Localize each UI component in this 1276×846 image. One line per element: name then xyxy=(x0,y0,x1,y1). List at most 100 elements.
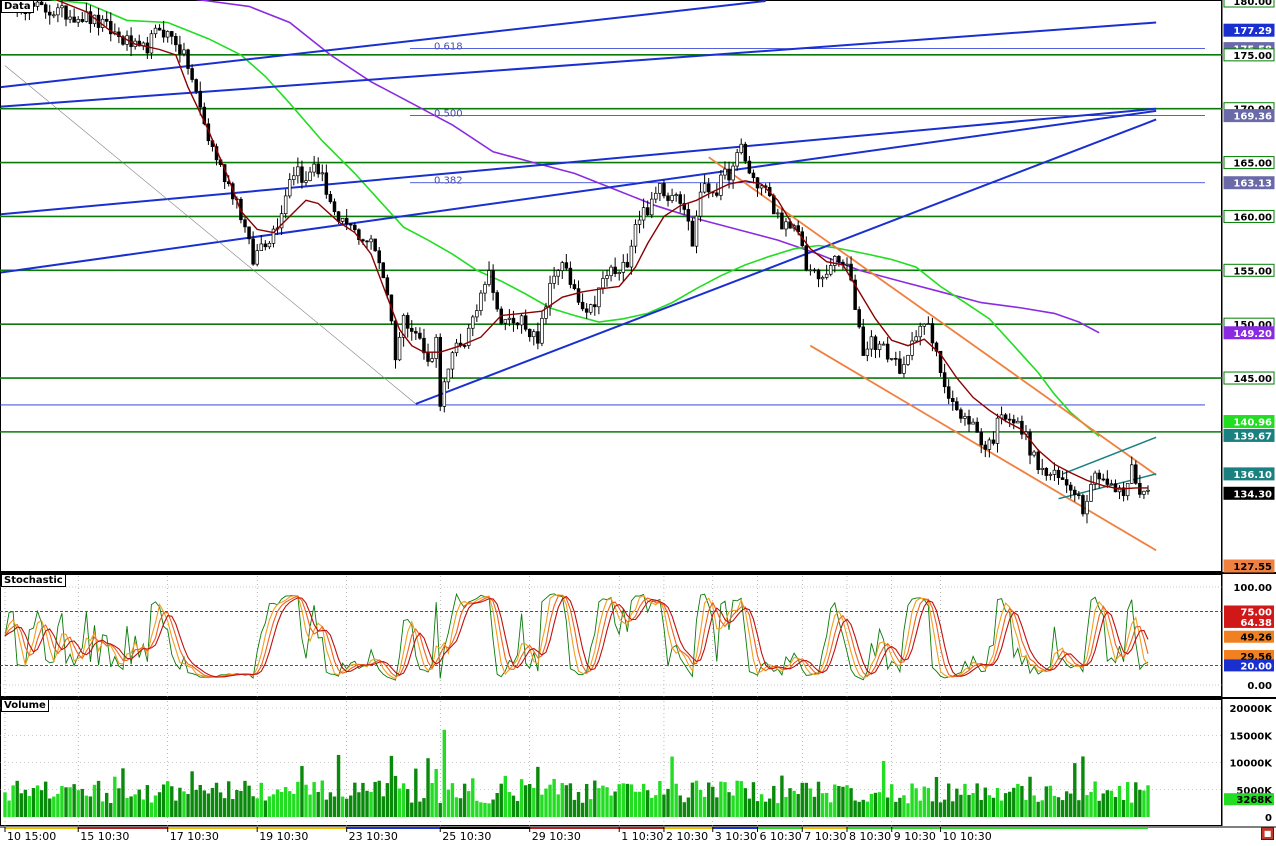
price-label: 134.30 xyxy=(1233,489,1272,500)
candle-body xyxy=(296,166,300,177)
volume-bar xyxy=(275,789,280,817)
candle-body xyxy=(654,192,658,200)
volume-bar xyxy=(772,785,776,817)
candle-body xyxy=(702,183,707,193)
candle-body xyxy=(580,301,585,310)
scroll-button[interactable]: ■ xyxy=(1261,827,1274,840)
volume-bar xyxy=(694,780,699,817)
volume-bar xyxy=(170,786,174,817)
candle-body xyxy=(466,327,471,346)
candle-body xyxy=(662,183,666,197)
volume-bar xyxy=(499,783,503,817)
candle-body xyxy=(1048,474,1053,476)
volume-bar xyxy=(576,791,581,817)
volume-bar xyxy=(1105,790,1110,817)
volume-bar xyxy=(711,786,715,817)
price-label: 160.00 xyxy=(1233,212,1272,223)
volume-bar xyxy=(983,787,987,817)
volume-bar xyxy=(454,797,459,817)
candle-body xyxy=(377,250,381,264)
price-label-box xyxy=(1223,209,1275,223)
candle-body xyxy=(43,4,48,13)
candle-body xyxy=(601,278,605,289)
candle-body xyxy=(340,218,345,222)
candle-body xyxy=(820,277,825,280)
volume-bar xyxy=(458,798,463,817)
volume-bar xyxy=(353,782,357,817)
session-stripe xyxy=(663,827,713,829)
volume-bar xyxy=(1073,763,1077,817)
session-stripe xyxy=(619,827,664,829)
volume-bar xyxy=(300,766,304,817)
volume-bar xyxy=(759,794,764,817)
candle-body xyxy=(507,317,512,320)
candle-body xyxy=(487,270,491,285)
volume-bar xyxy=(674,783,678,817)
sma-short-line xyxy=(54,0,1148,490)
volume-bar xyxy=(1060,800,1065,817)
volume-bar xyxy=(113,776,117,817)
trendline xyxy=(1062,436,1157,475)
volume-bar xyxy=(751,782,756,817)
volume-bar xyxy=(723,782,727,817)
volume-bar xyxy=(735,780,739,817)
volume-bar xyxy=(755,801,760,817)
volume-bar xyxy=(593,780,597,817)
session-stripe xyxy=(529,827,620,829)
stoch-plot xyxy=(4,592,1149,681)
volume-bar xyxy=(890,784,894,817)
price-label: 140.96 xyxy=(1233,418,1272,429)
volume-bar xyxy=(471,778,475,817)
candle-body xyxy=(560,262,565,271)
volume-bar xyxy=(930,801,935,817)
volume-bar xyxy=(1048,785,1053,817)
candle-body xyxy=(72,16,76,23)
candle-body xyxy=(641,207,646,221)
volume-bar xyxy=(1121,800,1126,817)
volume-bar xyxy=(946,783,951,817)
candle-body xyxy=(605,275,609,279)
volume-bar xyxy=(837,785,841,817)
candle-body xyxy=(511,317,516,324)
volume-bar xyxy=(829,802,833,817)
price-label-box xyxy=(1223,326,1275,340)
candle-body xyxy=(483,284,487,294)
fib-label: 0.618 xyxy=(434,42,463,53)
volume-bar xyxy=(1146,785,1150,817)
volume-bar xyxy=(328,792,333,817)
candle-body xyxy=(357,229,361,241)
volume-bar xyxy=(1117,785,1122,817)
candle-body xyxy=(308,171,312,181)
candle-body xyxy=(190,68,194,80)
volume-bar xyxy=(584,783,589,817)
candle-body xyxy=(637,219,642,225)
price-label: 180.00 xyxy=(1233,0,1272,8)
volume-bar xyxy=(414,768,418,817)
volume-bar xyxy=(365,790,369,817)
volume-bar xyxy=(3,792,7,817)
volume-bar xyxy=(560,783,564,817)
candle-body xyxy=(1040,467,1044,470)
candle-body xyxy=(751,172,756,179)
stoch-tick-label: 100.00 xyxy=(1233,583,1272,594)
candle-body xyxy=(300,166,304,183)
candle-body xyxy=(955,401,959,411)
volume-bar xyxy=(902,795,906,817)
volume-bar xyxy=(344,798,349,817)
candle-body xyxy=(869,336,874,350)
volume-tick-label: 20000K xyxy=(1229,704,1273,715)
x-tick-label: 10 15:00 xyxy=(7,830,56,842)
candle-body xyxy=(1138,482,1142,495)
volume-bar xyxy=(271,794,276,817)
volume-bar xyxy=(1032,795,1036,817)
volume-bar xyxy=(979,799,983,817)
volume-bar xyxy=(820,793,825,817)
volume-bar xyxy=(251,796,255,817)
candle-body xyxy=(1044,467,1049,476)
stoch-value-label: 75.00 xyxy=(1240,608,1272,619)
candle-body xyxy=(576,288,581,303)
candle-body xyxy=(88,11,93,25)
candle-body xyxy=(873,336,878,350)
x-tick-label: 29 10:30 xyxy=(532,830,581,842)
